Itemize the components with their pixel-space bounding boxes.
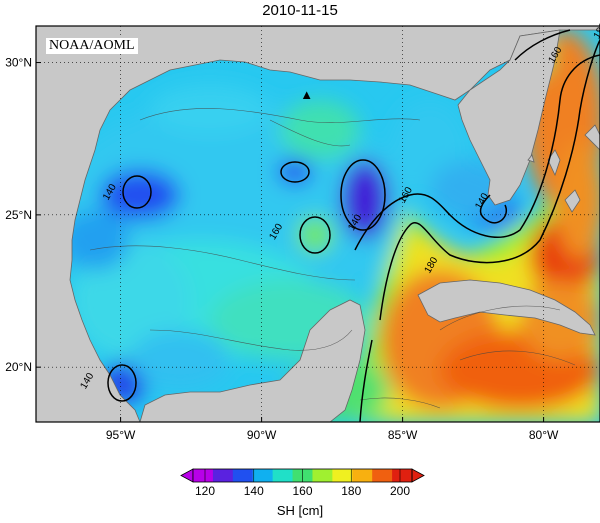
station-triangle-icon: ▲	[300, 87, 313, 102]
colorbar-swatch	[212, 469, 234, 482]
graticule	[36, 26, 600, 422]
colorbar-tick-label: 120	[195, 484, 215, 498]
map-frame-content	[36, 26, 600, 422]
colorbar-tick-label: 140	[244, 484, 264, 498]
station-marker: ▲	[300, 87, 313, 102]
colorbar-swatch	[372, 469, 393, 482]
colorbar-swatch	[272, 469, 294, 482]
map-title: 2010-11-15	[262, 2, 338, 19]
colorbar-tick-label: 180	[341, 484, 361, 498]
lon-tick-label: 95°W	[106, 428, 136, 442]
tick-labels: 30°N 25°N 20°N 95°W 90°W 85°W 80°W	[5, 56, 559, 442]
credit-label: NOAA/AOML	[46, 38, 138, 54]
colorbar-swatch	[312, 469, 333, 482]
colorbar-swatch	[392, 469, 413, 482]
colorbar-max-arrow	[411, 468, 425, 483]
contour-label: 180	[592, 20, 600, 40]
colorbar-label: SH [cm]	[276, 503, 324, 518]
lat-tick-label: 25°N	[5, 208, 32, 222]
colorbar-min-arrow	[180, 468, 194, 483]
colorbar-swatch	[193, 469, 214, 482]
colorbar-swatch	[252, 469, 274, 482]
lat-tick-label: 20°N	[5, 360, 32, 374]
colorbar-tick-label: 160	[292, 484, 312, 498]
lon-tick-label: 85°W	[388, 428, 418, 442]
colorbar: 120 140 160 180 200	[180, 468, 425, 498]
colorbar-swatch	[332, 469, 353, 482]
colorbar-swatch	[232, 469, 254, 482]
map-border	[35, 25, 600, 423]
lon-tick-label: 80°W	[529, 428, 559, 442]
lon-tick-label: 90°W	[247, 428, 277, 442]
colorbar-swatch	[352, 469, 373, 482]
major-contours	[107, 29, 600, 422]
lat-tick-label: 30°N	[5, 56, 32, 70]
colorbar-tick-label: 200	[390, 484, 410, 498]
thin-contours	[89, 108, 576, 409]
